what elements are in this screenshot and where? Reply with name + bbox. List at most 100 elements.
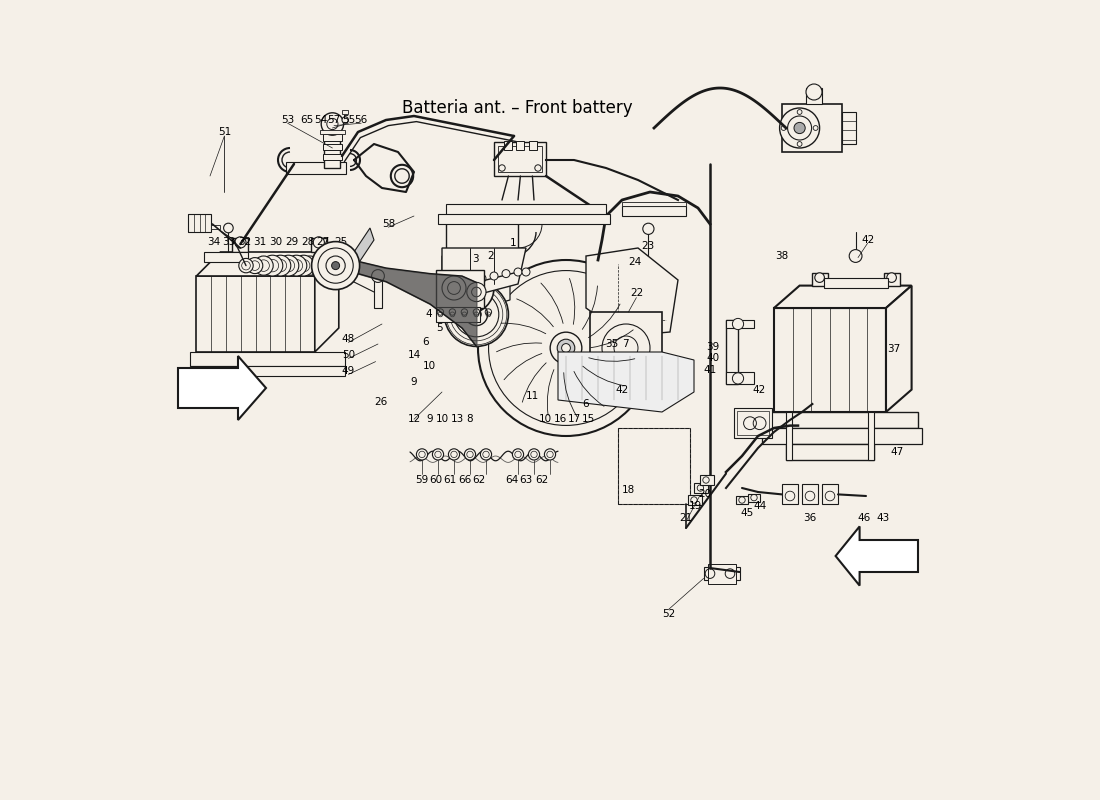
Bar [774,308,886,412]
Circle shape [286,255,307,276]
Circle shape [464,449,475,460]
Text: 31: 31 [253,237,266,246]
Polygon shape [338,228,374,288]
Bar [529,141,537,150]
Bar [494,142,546,176]
Bar [232,238,249,252]
Text: 57: 57 [328,115,341,125]
Bar [311,238,327,252]
Circle shape [342,117,349,123]
Bar [446,204,606,216]
Circle shape [798,142,802,146]
Text: 5: 5 [437,323,443,333]
Polygon shape [466,256,510,312]
Text: 55: 55 [342,115,355,125]
Circle shape [602,324,650,372]
Bar [704,567,739,580]
Text: 8: 8 [466,414,473,424]
Bar [736,496,748,504]
Circle shape [432,449,443,460]
Text: 44: 44 [754,502,767,511]
Polygon shape [836,526,918,586]
Text: 27: 27 [316,237,329,246]
Bar [868,412,875,460]
Text: Batteria ant. – Front battery: Batteria ant. – Front battery [402,99,632,117]
Bar [320,130,345,134]
Text: 41: 41 [703,366,716,375]
Bar [786,444,875,460]
Text: 52: 52 [662,610,675,619]
Text: 66: 66 [458,475,471,485]
Text: 10: 10 [539,414,552,424]
Circle shape [223,223,233,233]
Bar [197,276,315,352]
Circle shape [442,280,450,288]
Circle shape [691,497,697,503]
Text: 28: 28 [301,237,315,246]
Text: 62: 62 [536,475,549,485]
Circle shape [642,223,654,234]
Circle shape [815,273,824,282]
Circle shape [478,274,486,282]
Circle shape [449,449,460,460]
Circle shape [697,485,704,491]
Bar [726,320,754,328]
Circle shape [887,273,896,282]
Text: 60: 60 [429,475,442,485]
Bar [504,141,512,150]
Text: 47: 47 [891,447,904,457]
Polygon shape [197,252,339,276]
Bar [590,312,662,384]
Bar [688,495,702,505]
Text: 45: 45 [740,508,754,518]
Circle shape [372,270,384,282]
Circle shape [514,268,522,276]
Text: 59: 59 [416,475,429,485]
Circle shape [417,449,428,460]
Text: 40: 40 [706,354,719,363]
Text: 10: 10 [437,414,450,424]
Circle shape [502,270,510,278]
Text: 26: 26 [374,397,387,406]
Text: 54: 54 [315,115,328,125]
Circle shape [444,282,508,346]
Circle shape [522,268,530,276]
Bar [734,408,772,438]
Circle shape [806,84,822,100]
Bar [211,225,220,229]
Text: 9: 9 [426,414,432,424]
Circle shape [703,477,710,483]
Text: 1: 1 [510,238,517,248]
Text: 2: 2 [487,251,494,261]
Circle shape [314,237,324,248]
Circle shape [466,282,486,302]
Text: 18: 18 [621,485,635,494]
Text: 42: 42 [615,386,628,395]
Text: 65: 65 [300,115,313,125]
Text: 38: 38 [776,251,789,261]
Bar [621,206,686,216]
Circle shape [318,248,353,283]
Circle shape [442,276,466,300]
Text: 15: 15 [582,414,595,424]
Bar [806,88,822,104]
Text: 34: 34 [208,237,221,246]
Bar [322,154,342,160]
Circle shape [331,262,340,270]
Text: 39: 39 [706,342,719,352]
Circle shape [794,122,805,134]
Bar [700,475,714,485]
Bar [802,484,818,504]
Circle shape [311,242,360,290]
Polygon shape [586,248,678,336]
Bar [782,484,797,504]
Bar [694,483,708,493]
Circle shape [478,260,654,436]
Circle shape [490,272,498,280]
Text: 49: 49 [342,366,355,376]
Text: 53: 53 [280,115,294,125]
Text: 36: 36 [803,514,816,523]
Text: 16: 16 [553,414,566,424]
Circle shape [452,272,484,304]
Circle shape [294,255,313,276]
